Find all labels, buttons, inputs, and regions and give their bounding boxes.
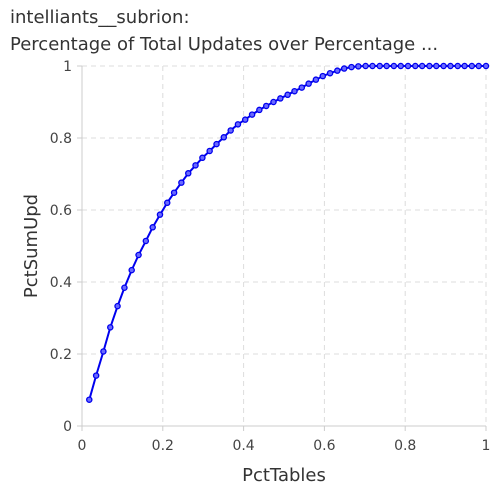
- data-point: [291, 87, 298, 95]
- data-point: [199, 154, 206, 162]
- data-point: [227, 127, 234, 134]
- data-point: [447, 62, 454, 70]
- data-point: [418, 62, 426, 70]
- data-point: [220, 134, 228, 141]
- data-point: [312, 76, 320, 83]
- y-tick-label: 1: [63, 59, 72, 75]
- data-point: [404, 62, 412, 70]
- data-point: [277, 95, 284, 102]
- data-point: [362, 62, 369, 70]
- data-point: [192, 162, 199, 169]
- data-point: [92, 372, 100, 379]
- y-tick-label: 0.6: [50, 203, 72, 219]
- data-point: [170, 189, 178, 196]
- data-point: [241, 116, 249, 123]
- data-point: [334, 67, 341, 74]
- data-point: [390, 62, 398, 70]
- data-point: [135, 251, 142, 259]
- data-point: [348, 63, 355, 71]
- data-point: [142, 237, 150, 245]
- data-point: [114, 302, 121, 310]
- data-point: [355, 63, 362, 70]
- data-point: [206, 147, 213, 155]
- data-point: [121, 284, 128, 292]
- data-point: [234, 121, 242, 128]
- data-point: [433, 62, 440, 70]
- data-point: [475, 62, 482, 70]
- data-point: [270, 98, 277, 106]
- y-tick-label: 0.2: [50, 347, 72, 363]
- chart-title-line-2: Percentage of Total Updates over Percent…: [10, 34, 438, 55]
- data-point: [383, 62, 390, 70]
- x-tick-label: 0.4: [232, 438, 254, 454]
- x-tick-label: 0: [78, 438, 87, 454]
- data-point: [440, 62, 447, 70]
- y-axis-label: PctSumUpd: [21, 194, 42, 298]
- data-point: [256, 106, 263, 114]
- data-point: [412, 62, 419, 70]
- axes: [77, 65, 487, 431]
- series: [86, 62, 490, 403]
- data-point: [319, 72, 327, 80]
- data-point: [284, 91, 291, 99]
- data-point: [248, 111, 256, 118]
- y-tick-label: 0: [63, 419, 72, 435]
- data-point: [461, 62, 468, 70]
- x-tick-label: 0.2: [152, 438, 174, 454]
- data-point: [178, 179, 185, 186]
- data-point: [369, 62, 376, 70]
- x-axis-label: PctTables: [242, 465, 326, 486]
- data-point: [156, 211, 164, 218]
- data-point: [86, 396, 93, 403]
- data-point: [376, 62, 383, 70]
- data-point: [185, 170, 192, 177]
- data-point: [454, 62, 461, 70]
- x-tick-label: 0.6: [313, 438, 335, 454]
- tick-labels: 0 0.2 0.4 0.6 0.8 1 0 0.2 0.4 0.6 0.8 1: [50, 59, 491, 454]
- series-line: [88, 65, 486, 400]
- data-point: [468, 62, 476, 70]
- x-tick-label: 1: [482, 438, 491, 454]
- data-point: [426, 62, 433, 70]
- data-point: [397, 62, 405, 70]
- data-point: [305, 80, 312, 87]
- data-point: [262, 102, 270, 110]
- data-point: [213, 140, 220, 148]
- data-point: [128, 266, 135, 274]
- data-point: [298, 84, 306, 91]
- data-point: [163, 199, 171, 207]
- x-tick-label: 0.8: [394, 438, 416, 454]
- chart-title-line-1: intelliants__subrion:: [10, 7, 190, 28]
- y-tick-label: 0.8: [50, 131, 72, 147]
- data-point: [100, 348, 107, 355]
- data-point: [326, 69, 334, 77]
- data-point: [482, 62, 490, 70]
- y-tick-label: 0.4: [50, 275, 72, 291]
- data-point: [149, 224, 156, 231]
- data-point: [107, 324, 114, 331]
- data-point: [340, 65, 348, 72]
